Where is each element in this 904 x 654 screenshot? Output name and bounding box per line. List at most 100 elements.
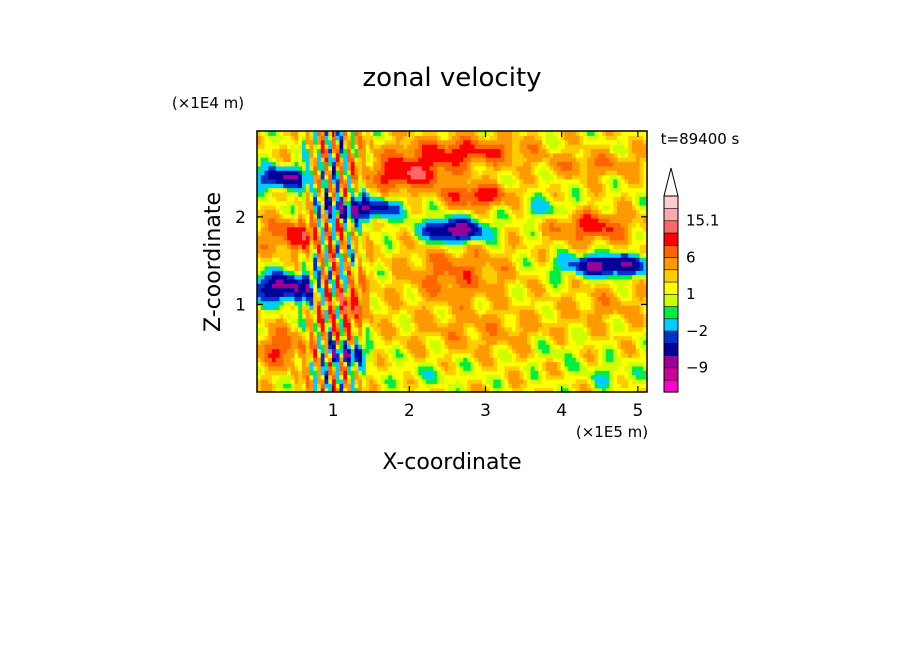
field-cell [354, 344, 359, 350]
field-cell [560, 283, 566, 289]
field-cell [407, 352, 412, 358]
field-cell [373, 222, 378, 228]
field-cell [328, 374, 333, 380]
field-cell [358, 357, 363, 363]
field-cell [422, 239, 427, 245]
field-cell [545, 209, 551, 215]
field-cell [335, 326, 341, 332]
field-cell [354, 305, 359, 310]
field-cell [268, 326, 273, 332]
field-cell [493, 244, 498, 250]
field-cell [553, 278, 558, 284]
field-cell [418, 265, 423, 271]
field-cell [309, 183, 314, 189]
field-cell [425, 326, 431, 332]
field-cell [519, 344, 524, 350]
field-cell [489, 257, 494, 263]
field-cell [399, 287, 404, 293]
field-cell [429, 305, 434, 310]
field-cell [260, 257, 266, 263]
field-cell [568, 344, 573, 350]
field-cell [350, 344, 356, 350]
field-cell [294, 357, 299, 363]
field-cell [463, 209, 468, 215]
field-cell [493, 261, 498, 267]
field-cell [504, 344, 509, 350]
field-cell [613, 270, 618, 276]
field-cell [440, 361, 446, 367]
field-cell [347, 378, 352, 384]
field-cell [620, 291, 626, 297]
field-cell [557, 274, 562, 280]
field-cell [579, 374, 584, 380]
field-cell [384, 187, 389, 193]
field-cell [452, 191, 457, 197]
field-cell [575, 313, 581, 319]
field-cell [298, 318, 303, 323]
field-cell [362, 187, 367, 193]
field-cell [429, 261, 434, 267]
field-cell [590, 213, 596, 219]
field-cell [553, 204, 558, 210]
field-cell [283, 383, 288, 389]
field-cell [388, 283, 393, 289]
field-cell [602, 226, 607, 232]
field-cell [598, 239, 603, 245]
field-cell [294, 187, 299, 193]
field-cell [564, 257, 569, 263]
field-cell [425, 265, 431, 271]
field-cell [613, 231, 618, 236]
field-cell [332, 357, 337, 363]
field-cell [504, 204, 509, 210]
field-cell [452, 361, 457, 367]
field-cell [377, 244, 382, 250]
field-cell [523, 222, 528, 228]
field-cell [313, 365, 318, 371]
field-cell [283, 305, 288, 310]
field-cell [290, 274, 296, 280]
field-cell [639, 283, 644, 289]
field-cell [418, 374, 423, 380]
field-cell [617, 322, 622, 328]
field-cell [377, 361, 382, 367]
field-cell [290, 361, 296, 367]
field-cell [332, 318, 337, 323]
field-cell [268, 344, 273, 350]
field-cell [422, 222, 427, 228]
field-cell [377, 204, 382, 210]
field-cell [328, 287, 333, 293]
field-cell [474, 283, 479, 289]
field-cell [395, 204, 401, 210]
field-cell [602, 370, 607, 376]
field-cell [463, 244, 468, 250]
field-cell [437, 183, 442, 189]
field-cell [624, 339, 629, 345]
field-cell [500, 265, 506, 271]
field-cell [497, 287, 502, 293]
field-cell [497, 239, 502, 245]
field-cell [594, 326, 599, 332]
field-cell [403, 283, 408, 289]
field-cell [298, 183, 303, 189]
field-cell [542, 322, 547, 328]
field-cell [463, 335, 468, 341]
field-cell [358, 335, 363, 341]
field-cell [583, 200, 588, 206]
field-cell [343, 283, 348, 289]
field-cell [309, 357, 314, 363]
field-cell [440, 365, 446, 371]
field-cell [579, 222, 584, 228]
field-cell [324, 387, 329, 392]
field-cell [418, 213, 423, 219]
field-cell [583, 231, 588, 236]
field-cell [448, 261, 453, 267]
field-cell [530, 357, 536, 363]
field-cell [455, 265, 461, 271]
field-cell [294, 344, 299, 350]
field-cell [429, 200, 434, 206]
field-cell [305, 235, 311, 241]
field-cell [313, 187, 318, 193]
field-cell [590, 235, 596, 241]
field-cell [309, 191, 314, 197]
field-cell [283, 265, 288, 271]
